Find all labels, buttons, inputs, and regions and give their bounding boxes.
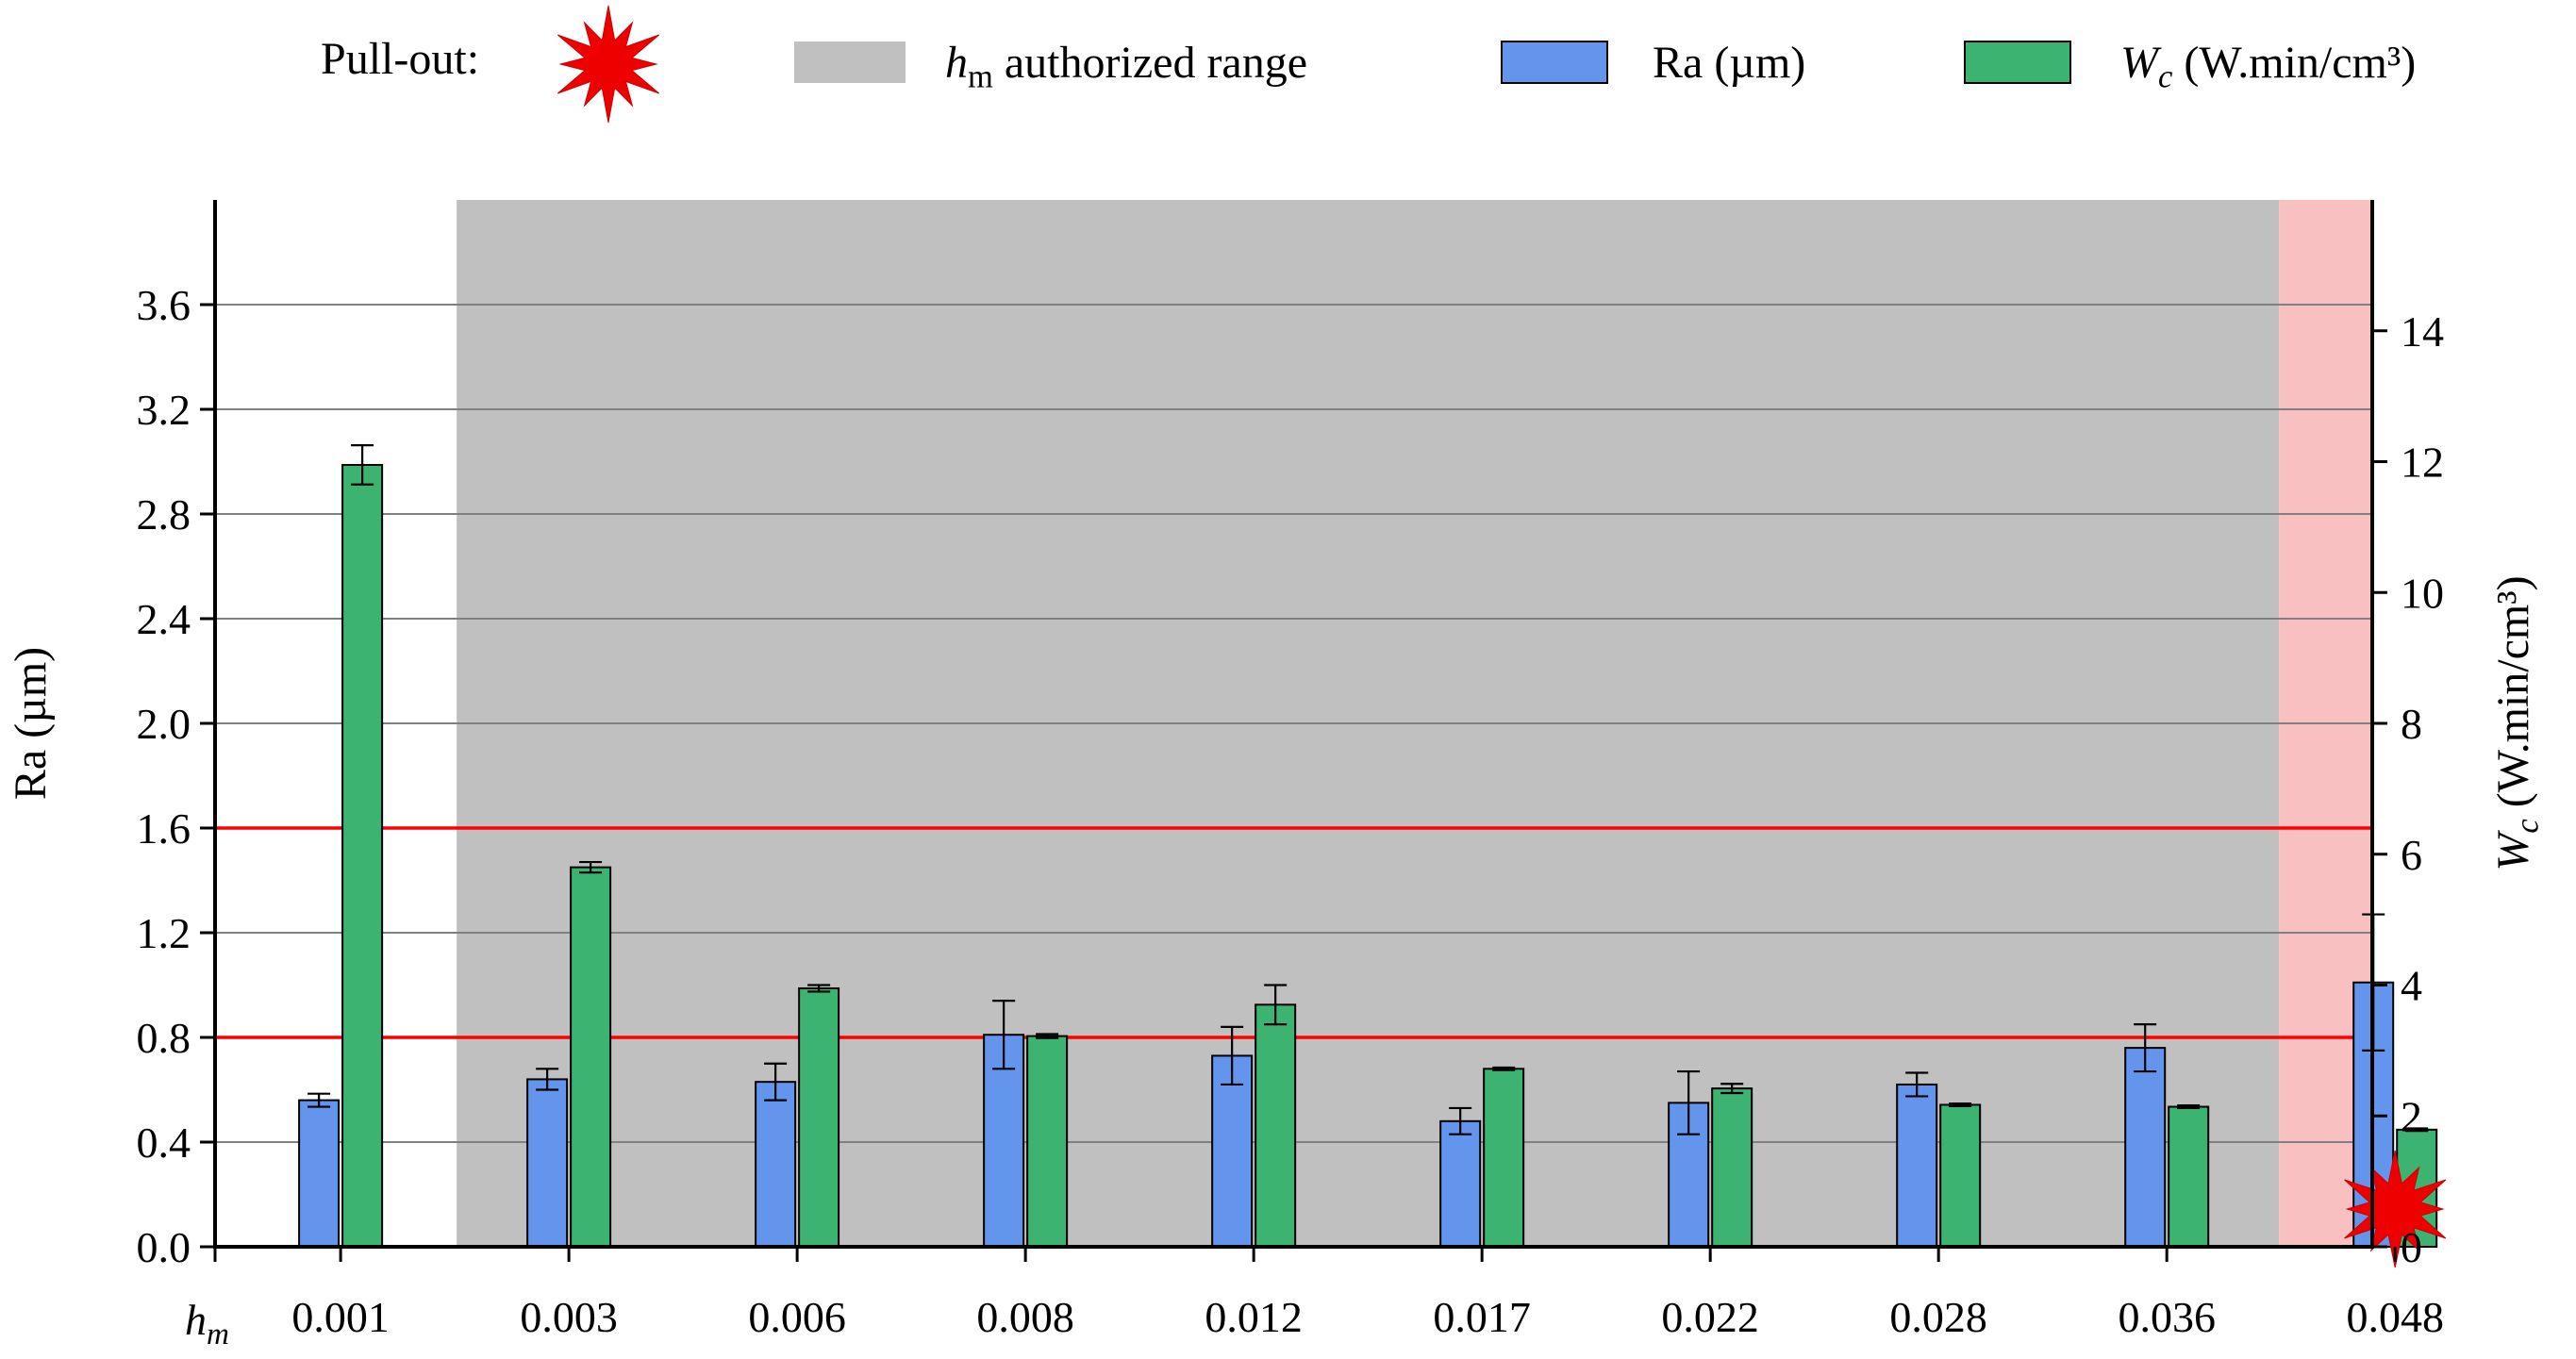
left-tick-label: 2.4 [137, 595, 191, 643]
x-tick-label: 0.048 [2346, 1293, 2444, 1341]
left-tick-label: 2.0 [137, 700, 191, 748]
legend-ra-swatch [1501, 41, 1608, 84]
wc-error-bar [1492, 1066, 1516, 1071]
ra-bar [1439, 1119, 1482, 1249]
left-tick-label: 1.2 [137, 909, 191, 957]
ra-error-bar [1677, 1069, 1701, 1135]
x-tick-label: 0.008 [976, 1293, 1074, 1341]
ra-bar [755, 1081, 797, 1249]
ra-error-bar [764, 1062, 788, 1102]
wc-bar [1026, 1035, 1069, 1249]
ra-error-bar [2134, 1023, 2157, 1073]
ra-bar [298, 1099, 341, 1248]
wc-error-bar [579, 860, 603, 874]
ra-error-bar [1449, 1106, 1472, 1135]
left-tick-label: 1.6 [137, 804, 191, 853]
right-tick-label: 8 [2401, 700, 2422, 748]
ra-bar [1211, 1054, 1254, 1249]
x-tick-label: 0.036 [2118, 1293, 2216, 1341]
ra-error-bar [1905, 1071, 1929, 1098]
wc-error-bar [351, 444, 374, 486]
wc-bar [1711, 1087, 1753, 1249]
legend-range-swatch [794, 41, 906, 83]
ra-error-bar [992, 1000, 1016, 1070]
right-axis-title: Wc (W.min/cm³) [2488, 575, 2546, 870]
wc-bar [1255, 1003, 1297, 1248]
left-tick-label: 0.4 [137, 1119, 191, 1167]
x-tick-label: 0.001 [291, 1293, 390, 1341]
left-tick-label: 0.0 [137, 1223, 191, 1271]
right-tick-label: 0 [2401, 1223, 2422, 1271]
wc-bar [2168, 1105, 2210, 1248]
wc-bar [570, 866, 612, 1248]
wc-bar [1483, 1068, 1525, 1249]
x-tick-label: 0.017 [1433, 1293, 1531, 1341]
wc-bar [341, 463, 384, 1248]
x-tick-label: 0.022 [1661, 1293, 1759, 1341]
left-tick-label: 3.6 [137, 281, 191, 329]
legend-wc-swatch [1964, 41, 2071, 84]
left-tick-label: 2.8 [137, 490, 191, 539]
wc-error-bar [2405, 1127, 2429, 1133]
left-axis-title: Ra (µm) [6, 647, 56, 800]
right-tick-label: 14 [2401, 307, 2444, 356]
legend-range-label: hm authorized range [945, 38, 1307, 95]
pullout-star-icon [2344, 1150, 2447, 1268]
legend-pullout-star-icon [557, 5, 660, 124]
ra-bar [1896, 1083, 1938, 1248]
right-tick-label: 6 [2401, 831, 2422, 879]
legend-wc-label: Wc (W.min/cm³) [2120, 38, 2416, 95]
right-tick-label: 10 [2401, 569, 2444, 617]
right-tick-label: 4 [2401, 962, 2422, 1010]
wc-error-bar [1720, 1083, 1744, 1095]
left-tick-label: 0.8 [137, 1014, 191, 1062]
x-tick-label: 0.028 [1889, 1293, 1987, 1341]
wc-bar [1939, 1103, 1982, 1249]
x-tick-label: 0.006 [748, 1293, 846, 1341]
left-tick-label: 3.2 [137, 386, 191, 434]
right-tick-label: 2 [2401, 1092, 2422, 1140]
ra-bar [526, 1078, 569, 1249]
wc-error-bar [1036, 1033, 1059, 1039]
legend-ra-label: Ra (µm) [1653, 38, 1805, 88]
ra-error-bar [1221, 1025, 1244, 1086]
x-tick-label: 0.012 [1205, 1293, 1303, 1341]
ra-error-bar [536, 1068, 559, 1091]
ra-error-bar [307, 1092, 331, 1108]
wc-error-bar [2177, 1104, 2201, 1110]
wc-error-bar [1949, 1102, 1972, 1107]
x-axis-symbol: hm [185, 1296, 229, 1351]
right-tick-label: 12 [2401, 439, 2444, 487]
legend-pullout-label: Pull-out: [321, 34, 479, 84]
wc-bar [798, 986, 840, 1248]
ra-bar [2124, 1047, 2167, 1248]
wc-error-bar [1264, 984, 1288, 1026]
wc-error-bar [807, 984, 831, 993]
x-tick-label: 0.003 [520, 1293, 618, 1341]
